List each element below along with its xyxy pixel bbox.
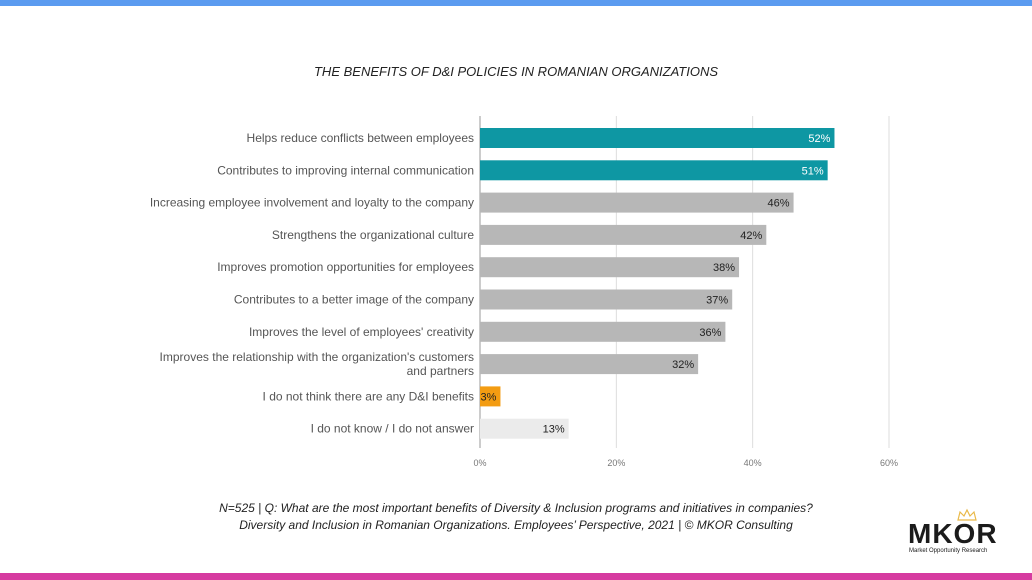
data-label: 38% — [713, 262, 735, 274]
crown-icon — [957, 508, 977, 521]
data-label: 42% — [740, 230, 762, 242]
bottom-accent-band — [0, 573, 1032, 580]
bar — [480, 418, 569, 439]
category-label: Helps reduce conflicts between employees — [247, 131, 474, 145]
top-accent-band — [0, 0, 1032, 6]
bar-chart: 0% 20% 40% 60% 52% Helps reduce conflicts bet… — [150, 116, 898, 468]
category-label: Improves the level of employees' creativ… — [249, 325, 474, 339]
bar — [480, 321, 726, 342]
bar — [480, 386, 501, 407]
bar — [480, 192, 794, 213]
data-label: 46% — [768, 198, 790, 210]
logo-wordmark: MKOR — [908, 518, 998, 549]
bar — [480, 257, 740, 278]
category-label: Improves the relationship with the organ… — [160, 350, 474, 378]
x-tick-label: 60% — [880, 458, 898, 468]
footer-source: Diversity and Inclusion in Romanian Orga… — [239, 518, 793, 532]
category-label: I do not know / I do not answer — [311, 422, 474, 436]
data-label: 32% — [672, 359, 694, 371]
bar — [480, 224, 767, 245]
category-label: Strengthens the organizational culture — [272, 228, 474, 242]
category-label: Improves promotion opportunities for emp… — [217, 260, 474, 274]
bar — [480, 354, 699, 375]
data-label: 37% — [706, 295, 728, 307]
mkor-logo: MKOR Market Opportunity Research — [908, 508, 1016, 556]
data-label: 36% — [699, 327, 721, 339]
data-label: 3% — [481, 391, 497, 403]
bar — [480, 289, 733, 310]
category-label: Contributes to a better image of the com… — [234, 293, 474, 307]
x-tick-label: 0% — [473, 458, 486, 468]
data-label: 52% — [808, 133, 830, 145]
footer-note: N=525 | Q: What are the most important b… — [219, 501, 813, 515]
data-label: 51% — [802, 165, 824, 177]
category-label: Contributes to improving internal commun… — [217, 163, 474, 177]
category-label: Increasing employee involvement and loya… — [150, 196, 474, 210]
x-tick-label: 20% — [607, 458, 625, 468]
logo-tagline: Market Opportunity Research — [909, 548, 988, 554]
data-label: 13% — [543, 424, 565, 436]
x-tick-label: 40% — [744, 458, 762, 468]
bar — [480, 160, 828, 181]
chart-title: THE BENEFITS OF D&I POLICIES IN ROMANIAN… — [313, 64, 718, 79]
bar — [480, 128, 835, 148]
category-label: I do not think there are any D&I benefit… — [263, 389, 474, 403]
